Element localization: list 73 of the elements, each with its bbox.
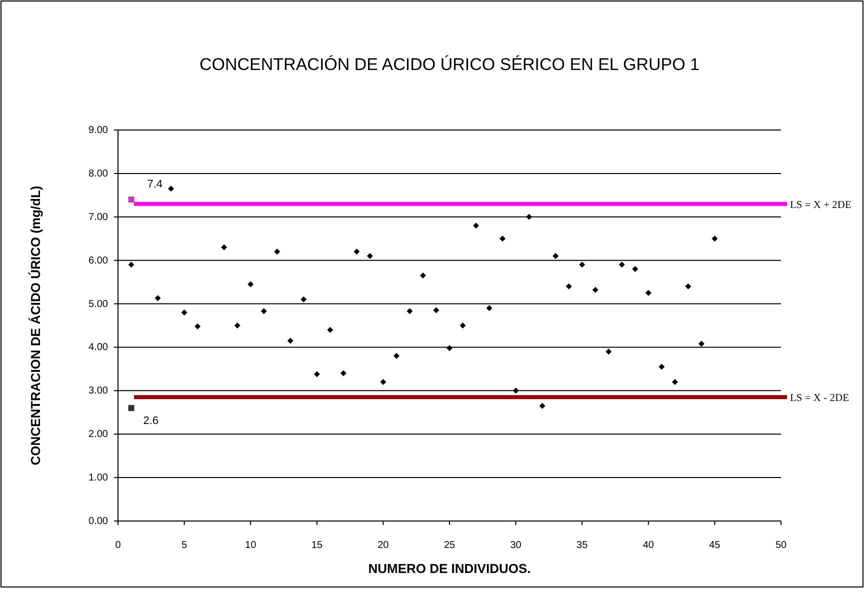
- point: [552, 252, 559, 259]
- point: [366, 252, 373, 259]
- point: [685, 283, 692, 290]
- point: [287, 338, 294, 344]
- point: [420, 272, 426, 279]
- point: [698, 340, 704, 347]
- point: [248, 281, 254, 288]
- y-tick-label: 8.00: [88, 168, 108, 180]
- point: [380, 378, 386, 385]
- point: [154, 295, 161, 302]
- y-tick-label: 0.00: [88, 516, 108, 527]
- point: [340, 370, 346, 376]
- point: [314, 371, 320, 378]
- point: [260, 308, 267, 314]
- chart-title: CONCENTRACIÓN DE ACIDO ÚRICO SÉRICO EN EL GRUPO 1: [200, 55, 700, 74]
- y-axis-title: CONCENTRACION DE ÁCIDO ÚRICO (mg/dL): [28, 186, 43, 466]
- point: [128, 196, 134, 203]
- y-tick-label: 1.00: [88, 472, 108, 484]
- point: [500, 236, 506, 242]
- point: [168, 186, 174, 192]
- point: [566, 283, 572, 290]
- point: [327, 326, 334, 333]
- y-tick-label: 2.00: [88, 429, 108, 440]
- point: [221, 244, 228, 250]
- y-tick-label: 5.00: [88, 298, 108, 310]
- x-tick-label: 30: [510, 540, 522, 551]
- data-label: 2.6: [143, 415, 159, 428]
- point: [712, 236, 718, 242]
- point: [354, 248, 360, 255]
- y-tick-label: 9.00: [88, 125, 108, 136]
- ref-line-label: LS = X + 2DE: [790, 200, 852, 211]
- x-tick-label: 10: [245, 540, 257, 551]
- point: [526, 214, 532, 220]
- point: [194, 323, 201, 330]
- point: [181, 309, 188, 316]
- point: [486, 305, 492, 312]
- point: [300, 296, 307, 302]
- x-tick-label: 0: [115, 540, 122, 551]
- y-tick-label: 7.00: [88, 212, 108, 223]
- x-tick-label: 5: [182, 540, 188, 551]
- x-tick-label: 25: [444, 540, 456, 551]
- point: [579, 262, 586, 268]
- point: [460, 322, 466, 328]
- point: [539, 402, 546, 409]
- x-tick-label: 50: [775, 540, 787, 551]
- point: [632, 266, 638, 272]
- data-label: 7.4: [147, 178, 163, 191]
- point: [393, 352, 400, 359]
- x-tick-label: 35: [576, 540, 588, 551]
- point: [606, 348, 612, 355]
- point: [128, 405, 134, 412]
- point: [446, 345, 452, 352]
- x-tick-label: 20: [378, 540, 390, 551]
- y-tick-label: 3.00: [88, 386, 108, 397]
- point: [406, 308, 413, 314]
- point: [274, 248, 280, 255]
- point: [473, 222, 480, 229]
- point: [512, 388, 519, 394]
- point: [672, 378, 678, 385]
- x-axis-title: NUMERO DE INDIVIDUOS.: [368, 561, 531, 576]
- point: [592, 286, 598, 293]
- point: [658, 364, 665, 370]
- ref-line-label: LS = X - 2DE: [790, 393, 850, 404]
- point: [234, 322, 240, 328]
- point: [618, 262, 625, 268]
- y-tick-label: 6.00: [88, 255, 108, 266]
- point: [433, 307, 440, 314]
- y-tick-label: 4.00: [88, 342, 108, 354]
- point: [645, 290, 652, 296]
- x-tick-label: 15: [311, 540, 323, 551]
- x-tick-label: 40: [642, 540, 654, 551]
- point: [128, 262, 134, 268]
- x-tick-label: 45: [709, 540, 721, 551]
